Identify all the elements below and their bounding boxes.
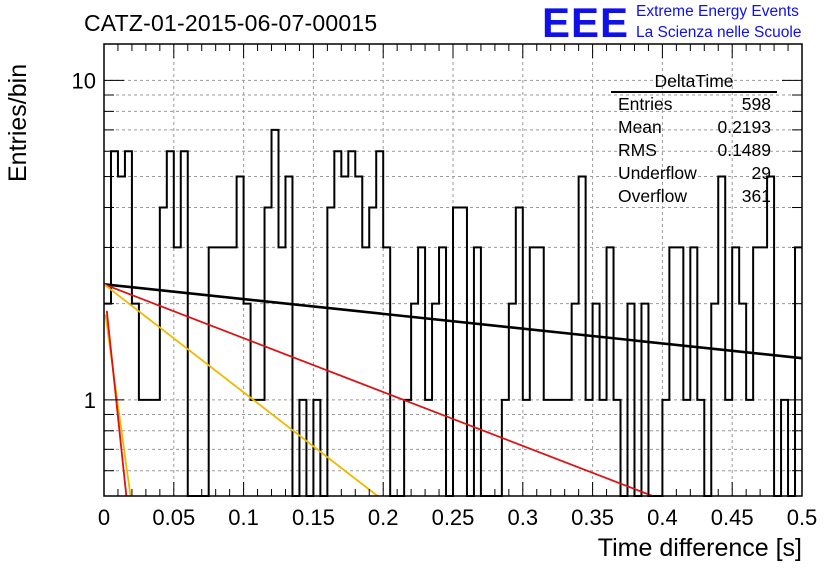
chart-title: CATZ-01-2015-06-07-00015 — [84, 10, 378, 36]
stats-value: 29 — [751, 163, 771, 183]
x-tick-label: 0.4 — [647, 505, 678, 530]
x-tick-label: 0.2 — [368, 505, 399, 530]
x-tick-label: 0.3 — [508, 505, 539, 530]
stats-box: DeltaTime Entries 598 Mean 0.2193 RMS 0.148… — [611, 72, 777, 208]
stats-row-mean: Mean 0.2193 — [611, 116, 777, 139]
x-axis-label: Time difference [s] — [597, 534, 802, 562]
stats-value: 0.2193 — [717, 117, 771, 137]
stats-row-entries: Entries 598 — [611, 93, 777, 116]
x-tick-label: 0 — [98, 505, 110, 530]
stats-value: 0.1489 — [717, 140, 771, 160]
stats-row-rms: RMS 0.1489 — [611, 139, 777, 162]
stats-value: 598 — [741, 94, 771, 114]
y-tick-label: 10 — [72, 68, 96, 93]
fit-line-black — [103, 282, 803, 360]
stats-row-underflow: Underflow 29 — [611, 162, 777, 185]
eee-logo: EEE — [542, 0, 630, 46]
x-tick-label: 0.25 — [432, 505, 475, 530]
x-tick-label: 0.5 — [787, 505, 818, 530]
stats-label: Entries — [618, 94, 673, 114]
fit-line-red-fast — [105, 310, 128, 497]
x-tick-label: 0.45 — [711, 505, 754, 530]
x-tick-label: 0.15 — [292, 505, 335, 530]
stats-label: Mean — [618, 117, 662, 137]
stats-title: DeltaTime — [611, 72, 777, 93]
fit-line-red-slow — [103, 283, 653, 497]
fit-line-yellow-medium — [103, 283, 379, 497]
stats-label: Underflow — [618, 163, 697, 183]
stats-label: RMS — [618, 140, 657, 160]
y-tick-label: 1 — [84, 388, 96, 413]
logo-line-1: Extreme Energy Events — [636, 3, 799, 20]
logo-line-2: La Scienza nelle Scuole — [636, 24, 802, 41]
x-tick-label: 0.1 — [228, 505, 259, 530]
stats-row-overflow: Overflow 361 — [611, 185, 777, 208]
y-axis-label: Entries/bin — [4, 63, 32, 182]
stats-label: Overflow — [618, 186, 688, 206]
stats-value: 361 — [741, 186, 771, 206]
x-tick-label: 0.05 — [152, 505, 195, 530]
x-tick-label: 0.35 — [571, 505, 614, 530]
